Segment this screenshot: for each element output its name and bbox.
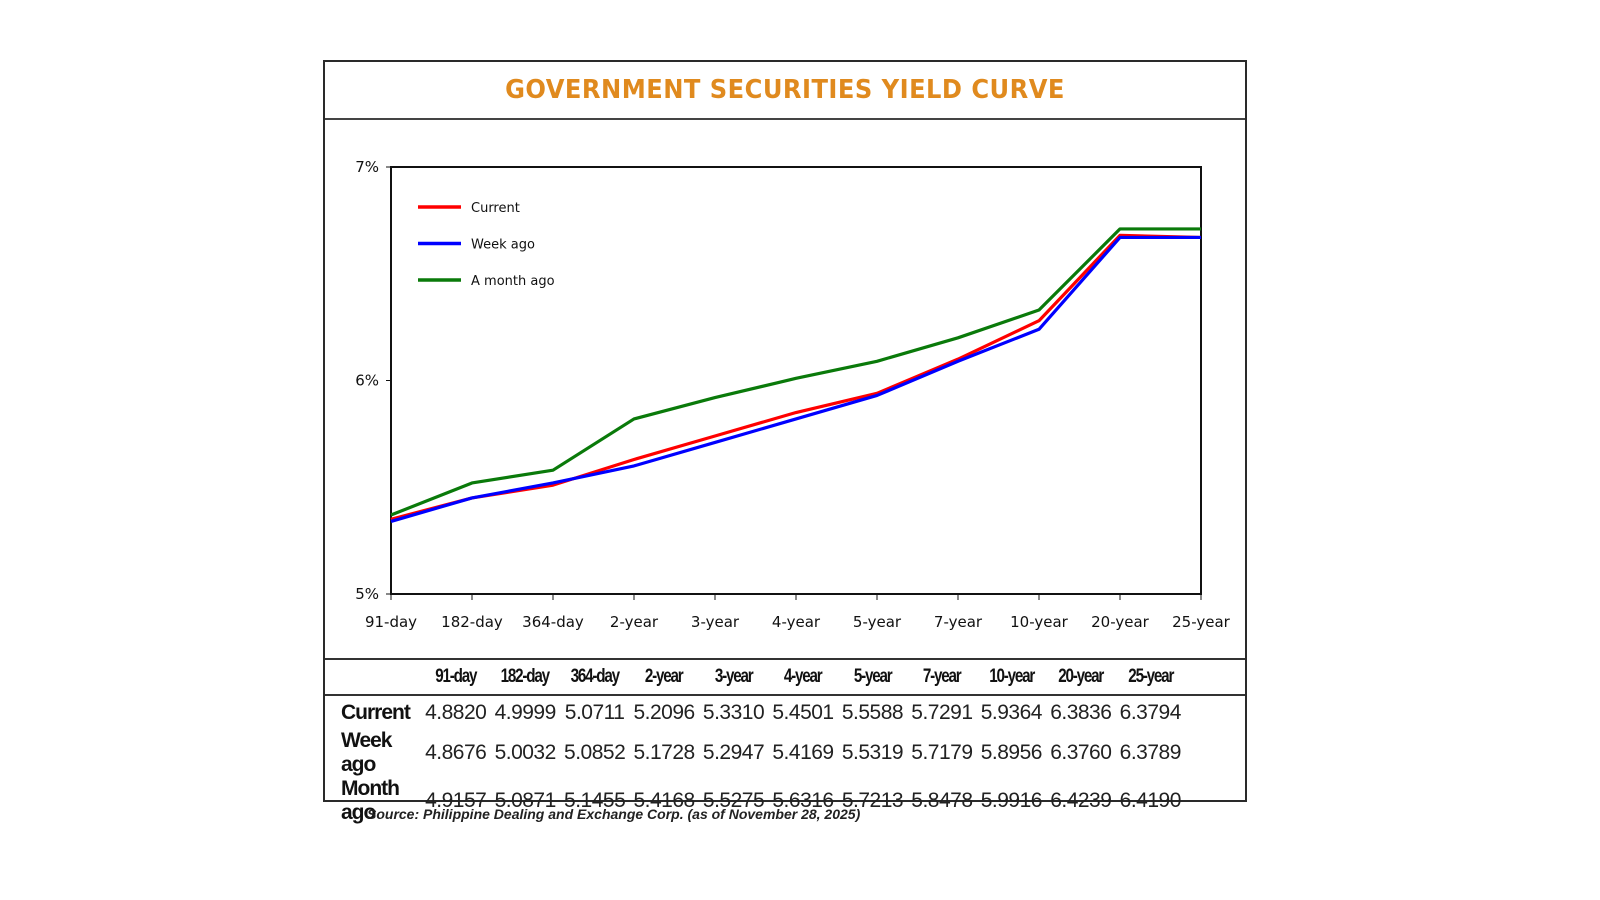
value-cell: 5.6316 [772, 789, 834, 812]
table-row: Month ago 4.9157 5.0871 5.1455 5.4168 5.5275 5… [325, 777, 1245, 825]
header-cell: 5-year [853, 666, 893, 687]
x-axis: 91-day 182-day 364-day 2-year 3-year 4-year 5-… [365, 594, 1231, 631]
row-label: Week ago [341, 729, 392, 776]
legend-label: Week ago [471, 238, 535, 253]
header-cell: 20-year [1058, 666, 1104, 687]
value-cell: 6.3794 [1119, 700, 1182, 724]
y-axis: 5% 6% 7% [355, 158, 391, 603]
value-cell: 5.5588 [841, 700, 904, 724]
value-cell: 4.8676 [425, 741, 487, 764]
value-cell: 5.7179 [911, 741, 973, 764]
value-cell: 5.2096 [633, 700, 695, 724]
x-tick-label: 182-day [441, 613, 503, 631]
value-cell: 5.9364 [980, 700, 1043, 724]
x-tick-label: 3-year [691, 613, 740, 631]
chart-title: GOVERNMENT SECURITIES YIELD CURVE [505, 75, 1065, 105]
value-cell: 5.7213 [841, 789, 904, 812]
header-blank [335, 660, 412, 695]
plot-area [390, 166, 1202, 595]
value-cell: 5.4501 [772, 700, 834, 724]
value-cell: 6.3789 [1119, 741, 1182, 764]
y-tick-label: 5% [355, 585, 379, 603]
value-cell: 5.5319 [841, 741, 904, 764]
value-cell: 4.8820 [425, 700, 487, 724]
value-cell: 5.4168 [633, 789, 695, 812]
series-line-a-month-ago [390, 227, 1201, 517]
value-cell: 6.3760 [1050, 741, 1112, 764]
value-cell: 5.1728 [633, 741, 695, 764]
x-tick-label: 7-year [934, 613, 983, 631]
x-tick-label: 10-year [1010, 613, 1069, 631]
value-cell: 6.4190 [1119, 789, 1182, 812]
table-row: Week ago 4.8676 5.0032 5.0852 5.1728 5.2947 5.… [325, 729, 1245, 777]
legend-label: A month ago [471, 274, 555, 289]
value-cell: 5.0871 [494, 789, 557, 812]
header-blank [1191, 660, 1239, 695]
x-tick-label: 4-year [772, 613, 821, 631]
value-cell: 5.4169 [772, 741, 834, 764]
row-label: Current [341, 700, 411, 724]
header-cell: 3-year [714, 666, 754, 687]
header-cell: 25-year [1127, 666, 1174, 687]
value-cell: 5.3310 [702, 700, 765, 724]
x-tick-label: 91-day [365, 613, 417, 631]
value-cell: 6.3836 [1050, 700, 1112, 724]
header-cell: 182-day [501, 666, 550, 687]
value-cell: 5.9916 [980, 789, 1043, 812]
value-cell: 5.5275 [702, 789, 765, 812]
x-tick-label: 364-day [522, 613, 584, 631]
value-cell: 5.8956 [980, 741, 1043, 764]
yield-table: 91-day 182-day 364-day 2-year 3-year 4-y… [325, 658, 1245, 824]
value-cell: 6.4239 [1050, 789, 1112, 812]
value-cell: 5.1455 [564, 789, 626, 812]
header-cell: 7-year [923, 666, 962, 687]
table-row: Current 4.8820 4.9999 5.0711 5.2096 5.3310 5.4… [325, 695, 1245, 729]
header-cell: 2-year [645, 666, 684, 687]
x-tick-label: 2-year [610, 613, 659, 631]
y-tick-label: 6% [355, 372, 379, 390]
value-cell: 4.9999 [494, 700, 557, 724]
row-label: Month ago [341, 777, 400, 824]
value-cell: 5.0711 [564, 700, 625, 724]
series-line-week-ago [390, 235, 1201, 523]
value-cell: 5.7291 [911, 700, 973, 724]
header-cell: 91-day [435, 666, 477, 687]
chart-frame: GOVERNMENT SECURITIES YIELD CURVE 5% 6% 7%… [323, 60, 1247, 824]
value-cell: 5.0852 [564, 741, 626, 764]
x-tick-label: 20-year [1091, 613, 1150, 631]
value-cell: 5.0032 [494, 741, 557, 764]
legend: Current Week ago A month ago [418, 201, 555, 289]
value-cell: 5.8478 [911, 789, 973, 812]
header-cell: 364-day [570, 666, 620, 687]
header-cell: 4-year [784, 666, 823, 687]
legend-label: Current [471, 201, 520, 216]
value-cell: 5.2947 [702, 741, 765, 764]
plot-border [390, 166, 1202, 595]
header-cell: 10-year [988, 666, 1035, 687]
source-note: Source: Philippine Dealing and Exchange … [367, 806, 861, 822]
table-header-row: 91-day 182-day 364-day 2-year 3-year 4-y… [325, 660, 1245, 695]
title-bar: GOVERNMENT SECURITIES YIELD CURVE [325, 62, 1245, 120]
y-tick-label: 7% [355, 158, 379, 176]
yield-curve-chart: 5% 6% 7% 91-day 182-day 364-day 2-year 3-year 4… [355, 158, 1231, 631]
x-tick-label: 5-year [853, 613, 902, 631]
x-tick-label: 25-year [1172, 613, 1231, 631]
value-cell: 4.9157 [425, 789, 487, 812]
series-lines [390, 227, 1202, 523]
